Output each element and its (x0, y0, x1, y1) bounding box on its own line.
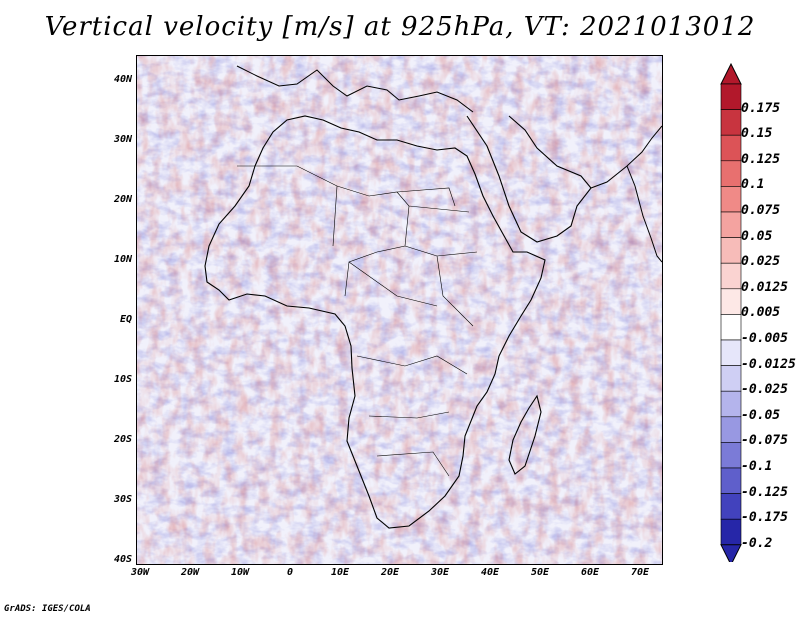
colorbar-swatch (720, 288, 742, 315)
country-borders (237, 165, 478, 477)
colorbar-bottom-arrow (720, 544, 742, 562)
colorbar-label: 0.0125 (741, 279, 788, 295)
colorbar-swatch (720, 186, 742, 213)
lat-label: 10S (113, 374, 132, 385)
arabia-coastline (466, 115, 592, 243)
lat-label: 30N (113, 134, 132, 145)
colorbar-label: 0.025 (741, 254, 781, 270)
lon-label: 70E (630, 567, 650, 578)
colorbar-label: 0.05 (741, 228, 773, 244)
map-area (136, 55, 663, 565)
colorbar-swatch (720, 493, 742, 520)
colorbar-label: 0.075 (741, 203, 781, 218)
lon-label: 30W (130, 567, 150, 578)
colorbar-label: 0.1 (741, 177, 765, 193)
colorbar-label: 0.125 (741, 151, 781, 167)
colorbar-swatch (720, 160, 742, 187)
colorbar-swatch (720, 518, 742, 546)
colorbar-label: -0.125 (741, 484, 788, 500)
colorbar-label: -0.1 (741, 459, 773, 474)
colorbar-swatch (720, 109, 742, 136)
colorbar (720, 62, 742, 562)
colorbar-swatch (720, 365, 742, 392)
lon-label: 0 (286, 567, 294, 578)
lat-label: 40N (113, 74, 132, 85)
vertical-velocity-map (137, 56, 662, 564)
lat-label: 40S (113, 554, 132, 565)
map-title: Vertical velocity [m/s] at 925hPa, VT: 2… (44, 12, 756, 42)
lon-label: 10W (230, 567, 250, 578)
colorbar-swatch (720, 390, 742, 418)
lon-label: 60E (580, 567, 600, 578)
colorbar-top-arrow (720, 62, 742, 85)
lat-label: 10N (113, 254, 132, 265)
africa-coastline (204, 115, 546, 529)
colorbar-label: -0.0125 (741, 356, 796, 372)
colorbar-swatch (720, 416, 742, 443)
lon-label: 40E (480, 567, 500, 578)
lon-label: 20E (380, 567, 400, 578)
colorbar-label: 0.005 (741, 305, 781, 321)
colorbar-label: -0.025 (741, 382, 788, 398)
lat-label: 30S (113, 494, 132, 505)
lat-label: EQ (119, 314, 132, 325)
colorbar-swatch (720, 237, 742, 264)
footer-credit: GrADS: IGES/COLA (4, 604, 91, 614)
colorbar-swatch (720, 339, 742, 366)
colorbar-label: 0.175 (741, 100, 781, 116)
colorbar-label: -0.175 (741, 510, 788, 526)
colorbar-label: -0.005 (741, 331, 788, 346)
colorbar-label: -0.05 (741, 407, 781, 423)
asia-coastline (590, 125, 662, 189)
colorbar-swatch (720, 442, 742, 469)
lon-label: 30E (430, 567, 450, 578)
lon-label: 10E (330, 567, 350, 578)
colorbar-swatch (720, 314, 742, 341)
lat-label: 20S (113, 434, 132, 445)
madagascar-outline (508, 394, 542, 475)
europe-coastline (236, 65, 474, 113)
lon-label: 50E (530, 567, 550, 578)
colorbar-swatch (720, 134, 742, 162)
colorbar-label: 0.15 (741, 126, 773, 142)
colorbar-label: -0.2 (741, 535, 773, 551)
colorbar-swatch (720, 211, 742, 238)
colorbar-swatch (720, 467, 742, 494)
india-coastline (626, 165, 662, 263)
colorbar-label: -0.075 (741, 433, 788, 449)
lon-label: 20W (180, 567, 200, 578)
colorbar-swatch (720, 262, 742, 290)
colorbar-swatch (720, 83, 742, 110)
lat-label: 20N (113, 194, 132, 205)
